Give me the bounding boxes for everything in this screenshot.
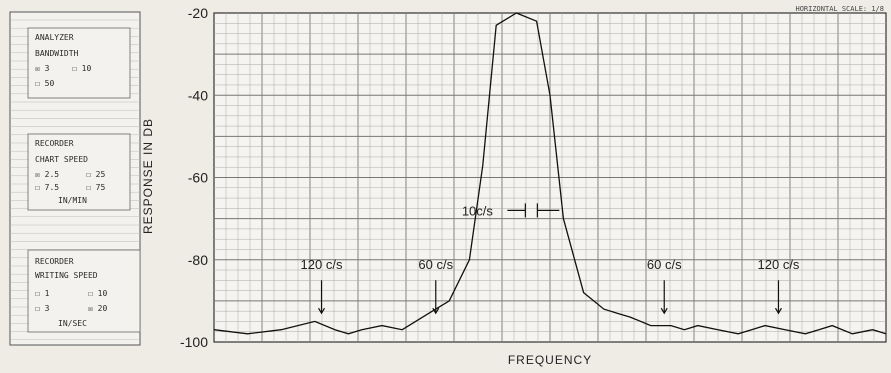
- checkbox-empty-icon: ☐: [86, 183, 91, 192]
- checkbox-empty-icon: ☐: [88, 289, 93, 298]
- sideband-arrowhead: [774, 307, 782, 315]
- y-tick-label: -80: [188, 252, 208, 268]
- writing-speed-box: RECORDER WRITING SPEED ☐ 1 ☐ 10 ☐ 3 ☒ 20…: [27, 249, 141, 333]
- x-axis-title: FREQUENCY: [508, 353, 592, 367]
- sideband-annotation: 60 c/s: [418, 257, 453, 272]
- writing-speed-option-20: ☒ 20: [88, 304, 107, 313]
- checkbox-empty-icon: ☐: [72, 64, 77, 73]
- writing-speed-title: RECORDER: [35, 257, 74, 266]
- checkbox-checked-icon: ☒: [88, 304, 93, 313]
- checkbox-empty-icon: ☐: [35, 183, 40, 192]
- chart-speed-option-25: ☐ 25: [86, 170, 105, 179]
- sideband-annotation: 120 c/s: [758, 257, 800, 272]
- analyzer-option-10: ☐ 10: [72, 64, 91, 73]
- y-tick-label: -40: [188, 87, 208, 103]
- chart-speed-option-75: ☐ 75: [86, 183, 105, 192]
- y-tick-label: -60: [188, 170, 208, 186]
- checkbox-checked-icon: ☒: [35, 170, 40, 179]
- analyzer-title: ANALYZER: [35, 33, 74, 42]
- writing-speed-option-3: ☐ 3: [35, 304, 50, 313]
- checkbox-empty-icon: ☐: [35, 79, 40, 88]
- analyzer-option-3: ☒ 3: [35, 64, 50, 73]
- writing-speed-option-1: ☐ 1: [35, 289, 50, 298]
- checkbox-checked-icon: ☒: [35, 64, 40, 73]
- sideband-annotation: 120 c/s: [301, 257, 343, 272]
- bandwidth-annotation: 10c/s: [462, 203, 494, 218]
- analyzer-option-50: ☐ 50: [35, 79, 54, 88]
- y-tick-label: -100: [180, 334, 208, 350]
- control-panel: ANALYZER BANDWIDTH ☒ 3 ☐ 10 ☐ 50 RECORDE…: [9, 11, 141, 346]
- chart-speed-subtitle: CHART SPEED: [35, 155, 88, 164]
- y-tick-label: -20: [188, 5, 208, 21]
- chart-speed-option-7-5: ☐ 7.5: [35, 183, 59, 192]
- sideband-arrowhead: [660, 307, 668, 315]
- sideband-annotation: 60 c/s: [647, 257, 682, 272]
- checkbox-empty-icon: ☐: [35, 289, 40, 298]
- checkbox-empty-icon: ☐: [86, 170, 91, 179]
- writing-speed-subtitle: WRITING SPEED: [35, 271, 98, 280]
- horizontal-scale-note: HORIZONTAL SCALE: 1/8: [795, 5, 884, 13]
- spectrum-trace: [213, 12, 887, 335]
- chart-speed-option-2-5: ☒ 2.5: [35, 170, 59, 179]
- checkbox-empty-icon: ☐: [35, 304, 40, 313]
- writing-speed-option-10: ☐ 10: [88, 289, 107, 298]
- sideband-arrowhead: [318, 307, 326, 315]
- writing-speed-unit: IN/SEC: [58, 319, 87, 328]
- chart-speed-unit: IN/MIN: [58, 196, 87, 205]
- chart-speed-box: RECORDER CHART SPEED ☒ 2.5 ☐ 25 ☐ 7.5 ☐ …: [27, 133, 131, 211]
- sideband-arrowhead: [432, 307, 440, 315]
- plot-area: -20 -40 -60 -80 -100 120 c/s 60 c/s 60 c/s 120 …: [180, 5, 887, 350]
- analyzer-bandwidth-box: ANALYZER BANDWIDTH ☒ 3 ☐ 10 ☐ 50: [27, 27, 131, 99]
- y-axis-title: RESPONSE IN DB: [141, 118, 155, 234]
- chart-speed-title: RECORDER: [35, 139, 74, 148]
- analyzer-subtitle: BANDWIDTH: [35, 49, 79, 58]
